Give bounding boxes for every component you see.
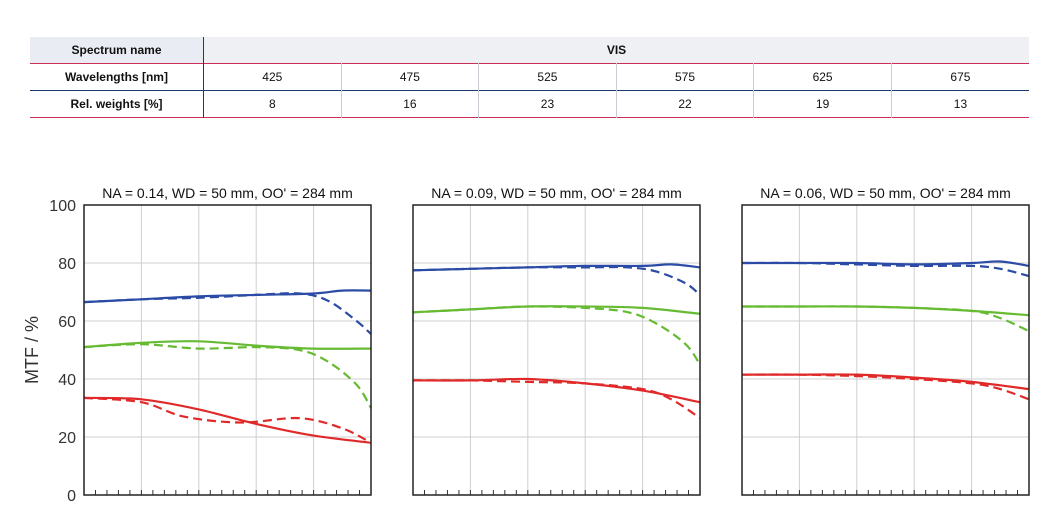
rel-weights-label: Rel. weights [%] [30,90,204,118]
red-dashed-curve [83,396,372,444]
y-tick-label: 60 [58,314,76,331]
y-tick-label: 80 [58,256,76,273]
green-dashed-curve [412,305,701,366]
mtf-panel: NA = 0.06, WD = 50 mm, OO' = 284 mm [741,185,1030,496]
plot-frame [412,204,701,496]
y-tick-label: 100 [49,198,76,215]
green-dashed-curve [83,343,372,409]
spectrum-name-value: VIS [203,37,1029,64]
red-dashed-curve [741,373,1030,401]
y-tick-label: 40 [58,372,76,389]
y-tick-labels: 0 20 40 60 80 100 [49,198,76,505]
blue-dashed-curve [83,292,372,335]
rel-weight-cell: 8 [203,90,342,118]
spectrum-name-row: Spectrum name VIS [30,37,1029,64]
panel-title: NA = 0.06, WD = 50 mm, OO' = 284 mm [760,185,1010,201]
spectrum-name-label: Spectrum name [30,37,204,64]
y-tick-label: 0 [67,488,76,505]
mtf-panel: NA = 0.09, WD = 50 mm, OO' = 284 mm [412,185,701,496]
plot-frame [741,204,1030,496]
red-solid-curve [83,396,372,444]
rel-weight-cell: 23 [478,90,617,118]
mtf-panels: NA = 0.14, WD = 50 mm, OO' = 284 mm NA = … [83,185,1030,496]
red-solid-curve [412,377,701,404]
rel-weights-row: Rel. weights [%] 8 16 23 22 19 13 [30,90,1029,118]
blue-dashed-curve [741,261,1030,278]
panel-title: NA = 0.09, WD = 50 mm, OO' = 284 mm [431,185,681,201]
wavelength-cell: 475 [341,63,480,91]
wavelengths-row: Wavelengths [nm] 425 475 525 575 625 675 [30,63,1029,91]
blue-dashed-curve [412,265,701,296]
spectrum-table: Spectrum name VIS Wavelengths [nm] 425 4… [30,37,1029,118]
rel-weight-cell: 13 [953,97,968,111]
rel-weight-cell: 16 [341,90,480,118]
mtf-panel: NA = 0.14, WD = 50 mm, OO' = 284 mm [83,185,372,496]
red-solid-curve [742,373,1030,391]
wavelength-cell: 575 [616,63,755,91]
green-dashed-curve [742,305,1030,333]
green-solid-curve [83,340,372,350]
red-dashed-curve [412,379,701,420]
rel-weight-cell: 22 [616,90,755,118]
y-tick-label: 20 [58,430,76,447]
wavelength-cell: 425 [203,63,342,91]
wavelength-cell: 525 [478,63,617,91]
wavelengths-label: Wavelengths [nm] [30,63,204,91]
wavelength-cell: 675 [950,70,971,84]
y-axis-label: MTF / % [22,316,42,384]
plot-frame [83,204,372,496]
panel-title: NA = 0.14, WD = 50 mm, OO' = 284 mm [102,185,352,201]
wavelength-cell: 625 [753,63,892,91]
rel-weight-cell: 19 [753,90,892,118]
